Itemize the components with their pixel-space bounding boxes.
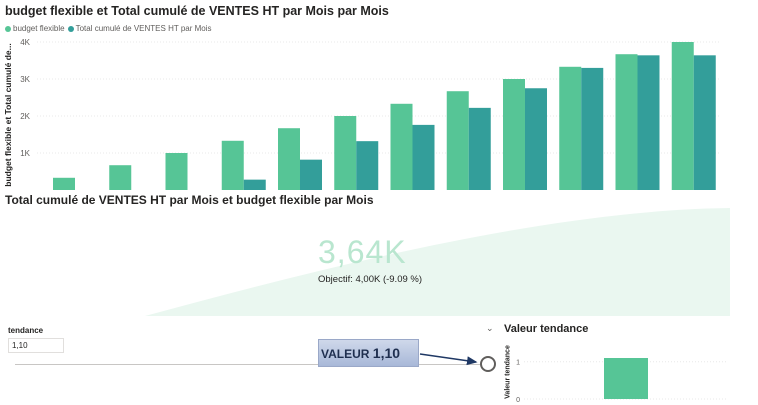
trend-chart-title: Valeur tendance (504, 323, 589, 335)
bar-total-cumule[interactable] (468, 107, 491, 190)
bar-budget-flexible[interactable] (109, 165, 132, 190)
bar-budget-flexible[interactable] (671, 42, 694, 190)
chart-title-budget: budget flexible et Total cumulé de VENTE… (5, 4, 389, 18)
annotation-value: 1,10 (372, 345, 401, 361)
bar-budget-flexible[interactable] (221, 140, 244, 190)
arrow-line (419, 353, 478, 366)
trend-y-axis-label-text: Valeur tendance (504, 345, 512, 399)
bar-chart: 1K 2K 3K 4K (20, 38, 720, 191)
bar-budget-flexible[interactable] (390, 103, 413, 190)
trend-y-tick-label: 1 (516, 360, 520, 367)
legend-label-budget: budget flexible (13, 24, 65, 33)
trend-y-tick-label: 0 (516, 397, 520, 402)
kpi-title: Total cumulé de VENTES HT par Mois et bu… (5, 193, 374, 207)
annotation-callout: VALEUR 1,10 (318, 339, 419, 367)
bar-total-cumule[interactable] (525, 88, 547, 190)
bar-total-cumule[interactable] (356, 141, 379, 190)
kpi-area-fill (145, 208, 730, 316)
bar-budget-flexible[interactable] (559, 66, 582, 190)
y-tick-label: 4K (20, 38, 30, 47)
bar-budget-flexible[interactable] (334, 116, 357, 190)
bar-total-cumule[interactable] (412, 124, 435, 190)
slider-track[interactable] (15, 364, 480, 365)
slicer-label: tendance (8, 326, 44, 335)
bar-budget-flexible[interactable] (503, 79, 525, 190)
bar-budget-flexible[interactable] (615, 54, 638, 191)
y-tick-label: 3K (20, 75, 30, 84)
y-tick-label: 1K (20, 149, 30, 158)
legend-label-total: Total cumulé de VENTES HT par Mois (75, 24, 212, 33)
bar-budget-flexible[interactable] (165, 153, 188, 190)
bar-total-cumule[interactable] (637, 55, 660, 190)
bar-total-cumule[interactable] (243, 179, 266, 190)
bar-budget-flexible[interactable] (446, 91, 469, 190)
kpi-trend-area (145, 208, 730, 316)
bar-budget-flexible[interactable] (278, 128, 300, 190)
chart-legend: budget flexible Total cumulé de VENTES H… (5, 24, 215, 33)
chevron-down-icon[interactable]: ⌄ (486, 323, 494, 333)
kpi-target: Objectif: 4,00K (-9.09 %) (318, 274, 423, 285)
bar-total-cumule[interactable] (693, 55, 716, 190)
bar-budget-flexible[interactable] (53, 177, 75, 190)
annotation-label: VALEUR (321, 347, 370, 361)
kpi-value: 3,64K (318, 234, 407, 270)
legend-item-total-cumule[interactable]: Total cumulé de VENTES HT par Mois (67, 24, 212, 33)
trend-chart: 01 (516, 358, 727, 402)
legend-item-budget-flexible[interactable]: budget flexible (5, 24, 65, 33)
y-tick-label: 2K (20, 112, 30, 121)
tendance-input[interactable] (8, 338, 64, 353)
slider-thumb[interactable] (480, 356, 496, 372)
legend-dot-budget (5, 25, 11, 32)
bar-total-cumule[interactable] (581, 67, 604, 190)
annotation-text: VALEUR 1,10 (321, 345, 400, 361)
bar-total-cumule[interactable] (300, 159, 322, 190)
legend-dot-total (67, 25, 74, 32)
trend-bar[interactable] (604, 358, 648, 399)
